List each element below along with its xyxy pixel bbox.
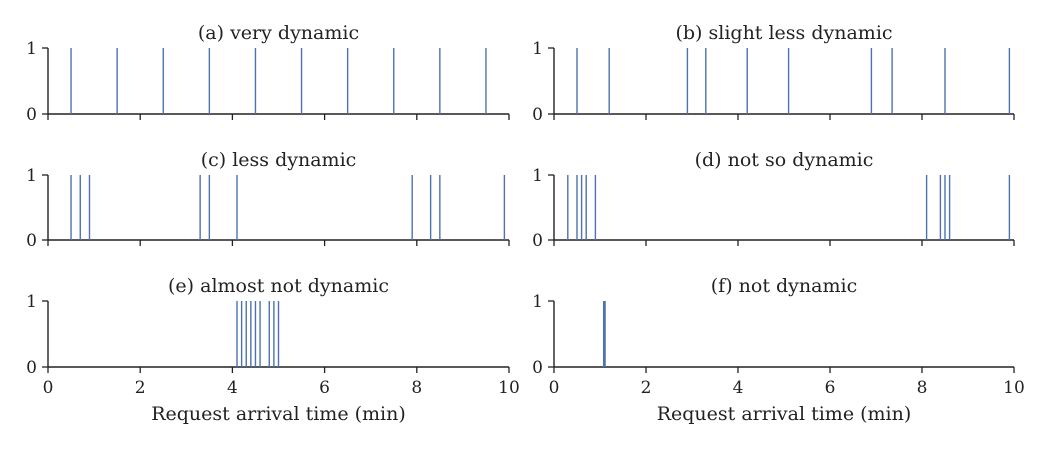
x-tick-label: 8 [411,378,422,398]
panel-a: (a) very dynamic 0 1 [26,22,510,125]
panel-c: (c) less dynamic 0 1 [26,149,510,251]
x-axis-label: Request arrival time (min) [151,403,406,425]
x-tick-label: 6 [319,378,330,398]
panel-title: (e) almost not dynamic [168,275,389,297]
y-tick-label: 1 [532,166,543,186]
y-tick-label: 0 [532,358,543,378]
x-tick-label: 0 [43,378,54,398]
x-tick-label: 10 [498,378,520,398]
panel-d: (d) not so dynamic 0 1 [532,149,1015,251]
y-tick-label: 0 [26,231,37,251]
panel-title: (a) very dynamic [198,22,359,44]
x-axis-label: Request arrival time (min) [657,403,912,425]
x-tick-label: 0 [549,378,560,398]
y-tick-label: 1 [532,39,543,59]
panel-title: (d) not so dynamic [695,149,874,171]
x-tick-label: 4 [733,378,744,398]
panel-title: (f) not dynamic [711,275,857,297]
x-tick-label: 6 [825,378,836,398]
y-tick-label: 0 [26,105,37,125]
x-tick-label: 8 [917,378,928,398]
panel-b: (b) slight less dynamic 0 1 [532,22,1015,125]
x-tick-label: 4 [227,378,238,398]
y-tick-label: 1 [26,39,37,59]
y-tick-label: 1 [26,292,37,312]
y-tick-label: 0 [532,231,543,251]
y-tick-label: 1 [532,292,543,312]
panel-title: (b) slight less dynamic [675,22,892,44]
x-tick-label: 2 [641,378,652,398]
y-tick-label: 0 [26,358,37,378]
x-tick-label: 10 [1003,378,1025,398]
y-tick-label: 0 [532,105,543,125]
y-tick-label: 1 [26,166,37,186]
x-tick-label: 2 [135,378,146,398]
panel-title: (c) less dynamic [201,149,357,171]
